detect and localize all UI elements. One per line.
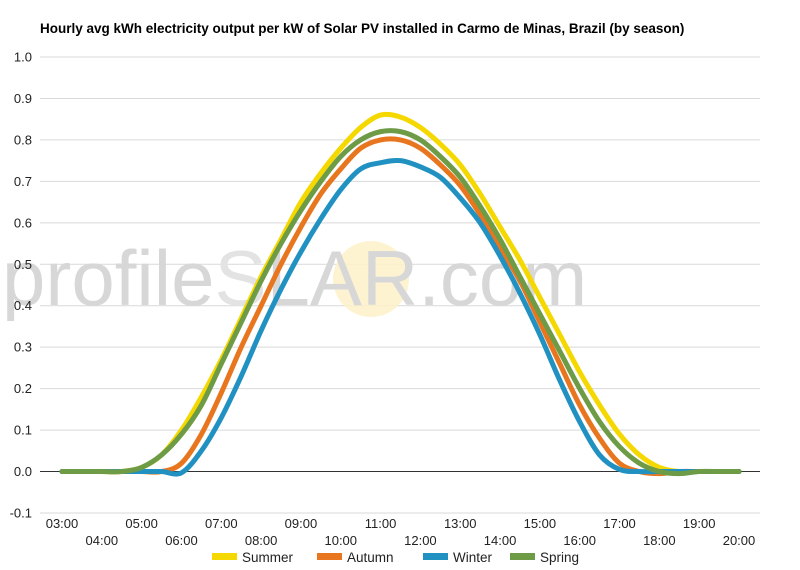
y-tick-label: -0.1 xyxy=(10,506,32,521)
y-tick-label: 0.3 xyxy=(14,340,32,355)
legend: Summer Autumn Winter Spring xyxy=(212,550,579,565)
chart-title: Hourly avg kWh electricity output per kW… xyxy=(40,21,684,36)
legend-label-summer: Summer xyxy=(242,550,294,565)
legend-label-winter: Winter xyxy=(453,550,493,565)
x-tick-label: 08:00 xyxy=(245,533,278,548)
x-tick-label: 04:00 xyxy=(86,533,119,548)
legend-swatch-winter xyxy=(423,553,448,560)
x-tick-label: 19:00 xyxy=(683,516,716,531)
legend-label-autumn: Autumn xyxy=(347,550,394,565)
legend-swatch-summer xyxy=(212,553,237,560)
x-tick-label: 12:00 xyxy=(404,533,437,548)
y-tick-label: 0.2 xyxy=(14,381,32,396)
x-tick-label: 17:00 xyxy=(603,516,636,531)
x-tick-label: 07:00 xyxy=(205,516,238,531)
x-tick-label: 03:00 xyxy=(46,516,79,531)
x-tick-label: 11:00 xyxy=(365,516,397,531)
y-tick-label: 0.1 xyxy=(14,423,32,438)
series-line-spring xyxy=(59,128,742,477)
legend-swatch-spring xyxy=(510,553,535,560)
x-tick-label: 14:00 xyxy=(484,533,517,548)
x-tick-label: 20:00 xyxy=(723,533,756,548)
series-lines xyxy=(40,111,760,477)
x-tick-label: 18:00 xyxy=(643,533,676,548)
y-tick-label: 0.9 xyxy=(14,91,32,106)
y-tick-label: 0.4 xyxy=(14,298,32,313)
x-tick-label: 10:00 xyxy=(324,533,357,548)
legend-label-spring: Spring xyxy=(540,550,579,565)
x-tick-label: 13:00 xyxy=(444,516,477,531)
legend-swatch-autumn xyxy=(317,553,342,560)
y-tick-label: 0.6 xyxy=(14,215,32,230)
x-tick-label: 15:00 xyxy=(524,516,557,531)
x-tick-label: 09:00 xyxy=(285,516,318,531)
series-line-autumn xyxy=(59,136,742,477)
x-axis-ticks: 03:00 05:00 07:00 09:00 11:00 13:00 15:00 17:00… xyxy=(46,516,756,548)
x-tick-label: 05:00 xyxy=(125,516,158,531)
watermark-sun-icon xyxy=(333,241,409,317)
x-tick-label: 16:00 xyxy=(563,533,596,548)
y-tick-label: 0.5 xyxy=(14,257,32,272)
series-line-winter xyxy=(59,157,742,477)
y-tick-label: 1.0 xyxy=(14,50,32,65)
x-tick-label: 06:00 xyxy=(165,533,198,548)
y-tick-label: 0.8 xyxy=(14,132,32,147)
y-axis-ticks: -0.1 0.0 0.1 0.2 0.3 0.4 0.5 0.6 0.7 0.8 0.9 1.0 xyxy=(10,50,32,521)
y-tick-label: 0.0 xyxy=(14,464,32,479)
y-tick-label: 0.7 xyxy=(14,174,32,189)
